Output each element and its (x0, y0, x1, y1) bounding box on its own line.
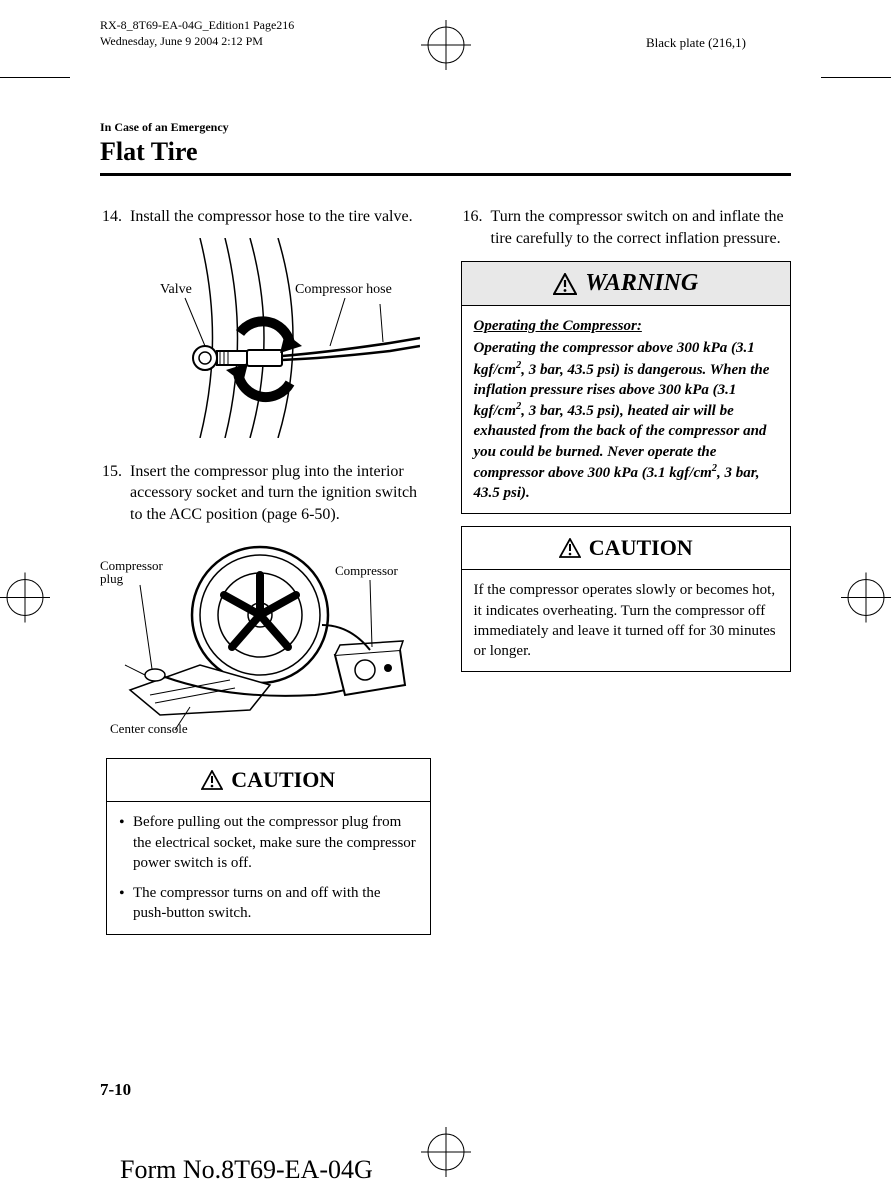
warning-triangle-icon (559, 538, 581, 558)
caution-bullet: Before pulling out the compressor plug f… (119, 812, 418, 873)
registration-mark-bottom-icon (421, 1127, 471, 1182)
compressor-label: Compressor (335, 563, 399, 578)
warning-heading: WARNING (462, 262, 791, 305)
step-16: 16. Turn the compressor switch on and in… (461, 206, 792, 249)
page-title: Flat Tire (100, 137, 791, 167)
step-number: 16. (461, 206, 491, 249)
figure-compressor-setup: Compressor plug Compressor Center consol… (100, 535, 431, 740)
warning-triangle-icon (201, 770, 223, 790)
console-label: Center console (110, 721, 188, 735)
page-number: 7-10 (100, 1080, 131, 1100)
warning-box: WARNING Operating the Compressor: Operat… (461, 261, 792, 514)
caution-bullet: The compressor turns on and off with the… (119, 883, 418, 924)
caution-body: Before pulling out the compressor plug f… (107, 801, 430, 933)
document-meta: RX-8_8T69-EA-04G_Edition1 Page216 Wednes… (100, 18, 294, 49)
title-rule (100, 173, 791, 176)
figure-valve-hose: Valve Compressor hose (130, 238, 431, 443)
crop-mark-left (0, 77, 70, 78)
valve-label: Valve (160, 282, 192, 297)
caution-box-1: CAUTION Before pulling out the compresso… (106, 758, 431, 934)
step-number: 14. (100, 206, 130, 228)
registration-mark-top-icon (421, 20, 471, 75)
crop-mark-right (821, 77, 891, 78)
warning-triangle-icon (553, 273, 577, 295)
warning-text: Operating the compressor above 300 kPa (… (474, 340, 770, 501)
step-15: 15. Insert the compressor plug into the … (100, 461, 431, 526)
svg-text:plug: plug (100, 571, 124, 586)
doc-timestamp: Wednesday, June 9 2004 2:12 PM (100, 34, 294, 50)
form-number: Form No.8T69-EA-04G (120, 1155, 373, 1185)
step-text: Turn the compressor switch on and inflat… (491, 206, 792, 249)
caution-heading: CAUTION (462, 527, 791, 569)
step-14: 14. Install the compressor hose to the t… (100, 206, 431, 228)
caution-body: If the compressor operates slowly or bec… (462, 569, 791, 671)
step-text: Insert the compressor plug into the inte… (130, 461, 431, 526)
warning-subtitle: Operating the Compressor: (474, 316, 779, 336)
registration-mark-left-icon (0, 573, 50, 628)
step-text: Install the compressor hose to the tire … (130, 206, 431, 228)
step-number: 15. (100, 461, 130, 526)
warning-body: Operating the Compressor: Operating the … (462, 305, 791, 513)
hose-label: Compressor hose (295, 282, 392, 297)
registration-mark-right-icon (841, 573, 891, 628)
plate-label: Black plate (216,1) (646, 35, 746, 51)
doc-id: RX-8_8T69-EA-04G_Edition1 Page216 (100, 18, 294, 34)
section-label: In Case of an Emergency (100, 120, 791, 135)
caution-box-2: CAUTION If the compressor operates slowl… (461, 526, 792, 672)
caution-heading: CAUTION (107, 759, 430, 801)
